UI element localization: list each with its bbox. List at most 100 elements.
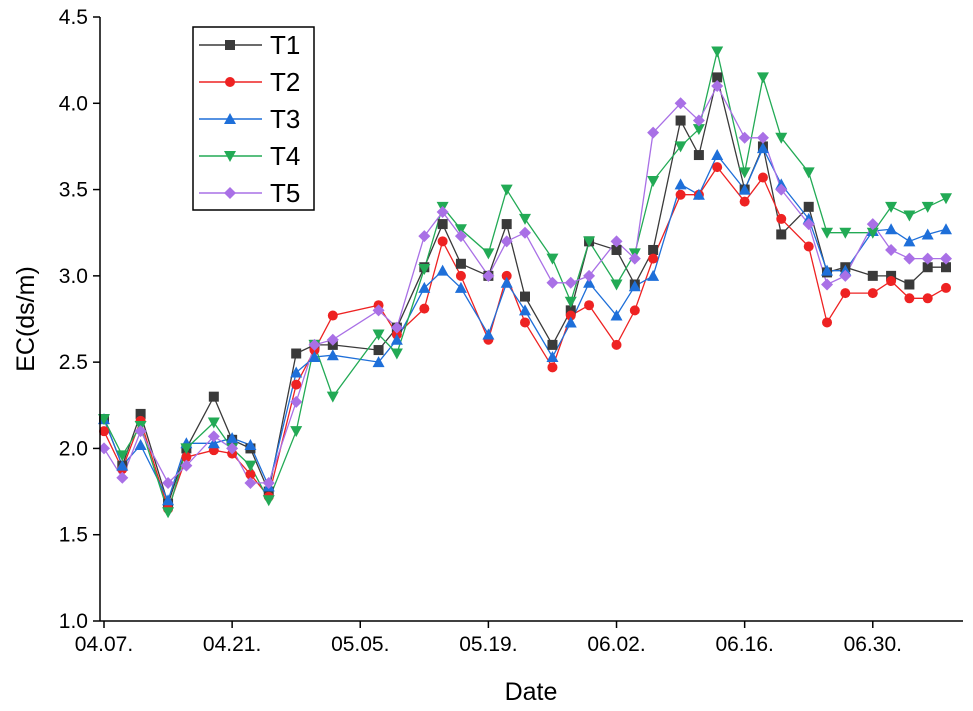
legend-marker-t5 bbox=[224, 187, 236, 199]
data-point-t2 bbox=[181, 452, 192, 463]
data-point-t3 bbox=[756, 142, 769, 154]
data-point-t3 bbox=[921, 228, 934, 240]
data-point-t5 bbox=[628, 252, 641, 265]
data-point-t2 bbox=[941, 282, 951, 293]
data-point-t5 bbox=[821, 278, 834, 291]
data-point-t3 bbox=[226, 432, 239, 444]
data-point-t4 bbox=[326, 391, 339, 403]
data-point-t5 bbox=[308, 338, 321, 351]
data-point-t1 bbox=[291, 348, 302, 359]
data-point-t2 bbox=[327, 310, 338, 321]
y-tick-label: 3.5 bbox=[59, 179, 88, 202]
data-point-t3 bbox=[821, 264, 834, 276]
data-point-t2 bbox=[611, 339, 622, 350]
data-point-t4 bbox=[802, 167, 815, 179]
data-point-t2 bbox=[840, 288, 851, 299]
x-axis-ticks: 04.07. 04.21. 05.05. 05.19. 06.02. 06.16. 06.3… bbox=[75, 621, 902, 656]
data-point-t5 bbox=[711, 80, 724, 93]
series-line-t2 bbox=[103, 165, 947, 511]
data-point-t1 bbox=[208, 391, 219, 402]
data-point-t2 bbox=[584, 300, 595, 311]
data-point-t2 bbox=[712, 162, 723, 173]
data-point-t2 bbox=[629, 305, 640, 316]
data-point-t1 bbox=[867, 270, 878, 281]
data-point-t1 bbox=[886, 270, 897, 281]
data-point-t4 bbox=[418, 263, 431, 275]
data-point-t4 bbox=[207, 417, 220, 429]
data-point-t3 bbox=[244, 438, 257, 450]
data-point-t4 bbox=[647, 175, 660, 187]
data-point-t5 bbox=[647, 126, 660, 139]
legend-marker-t2 bbox=[225, 77, 235, 87]
data-point-t5 bbox=[500, 235, 513, 248]
data-point-t1 bbox=[135, 408, 146, 419]
data-point-t4 bbox=[546, 253, 559, 265]
y-tick-label: 4.0 bbox=[59, 92, 88, 115]
series-lines bbox=[103, 51, 947, 515]
data-point-t4 bbox=[610, 279, 623, 291]
data-point-t3 bbox=[500, 276, 513, 288]
data-point-t4 bbox=[482, 248, 495, 260]
data-point-t5 bbox=[839, 269, 852, 282]
data-point-t4 bbox=[940, 193, 952, 205]
data-point-t5 bbox=[482, 269, 495, 282]
data-point-t2 bbox=[547, 362, 558, 373]
y-tick-label: 4.5 bbox=[59, 6, 88, 29]
x-tick-label: 06.02. bbox=[587, 633, 645, 656]
data-point-t2 bbox=[455, 270, 466, 281]
data-point-t4 bbox=[583, 236, 596, 248]
data-point-t2 bbox=[437, 236, 448, 247]
data-point-t2 bbox=[99, 426, 109, 437]
data-point-t5 bbox=[775, 183, 788, 196]
data-point-t1 bbox=[501, 219, 512, 230]
legend-label-t2: T2 bbox=[270, 67, 300, 97]
data-point-t3 bbox=[116, 459, 129, 471]
data-point-t5 bbox=[885, 243, 898, 256]
data-point-t2 bbox=[757, 172, 768, 183]
data-point-t4 bbox=[180, 443, 193, 455]
x-axis-title: Date bbox=[505, 678, 558, 706]
series-line-t5 bbox=[103, 84, 946, 484]
legend: T1 T2 T3 T4 T5 bbox=[192, 26, 315, 211]
data-point-t4 bbox=[162, 507, 175, 519]
data-point-t5 bbox=[162, 476, 175, 489]
data-point-t5 bbox=[180, 459, 193, 472]
data-point-t5 bbox=[802, 218, 815, 231]
data-point-t3 bbox=[436, 264, 449, 276]
data-point-t1 bbox=[565, 305, 576, 316]
data-point-t4 bbox=[821, 227, 834, 239]
data-point-t3 bbox=[372, 356, 385, 368]
data-point-t2 bbox=[886, 276, 897, 287]
data-point-t5 bbox=[290, 395, 303, 408]
data-point-t4 bbox=[711, 46, 724, 58]
y-axis-title: EC(ds/m) bbox=[12, 266, 40, 372]
data-point-t2 bbox=[520, 317, 530, 328]
data-point-t5 bbox=[326, 333, 339, 346]
data-point-t3 bbox=[692, 188, 705, 200]
data-point-t1 bbox=[611, 244, 622, 255]
data-point-t2 bbox=[922, 293, 933, 304]
data-point-t5 bbox=[418, 230, 431, 243]
x-tick-label: 06.16. bbox=[715, 633, 773, 656]
data-point-t2 bbox=[245, 469, 256, 480]
data-point-t5 bbox=[903, 252, 916, 265]
data-point-t3 bbox=[903, 235, 916, 247]
data-point-t3 bbox=[674, 178, 687, 190]
x-tick-label: 05.19. bbox=[459, 633, 517, 656]
data-point-t4 bbox=[244, 460, 257, 472]
data-point-t5 bbox=[226, 442, 239, 455]
data-point-t1 bbox=[520, 291, 530, 302]
data-point-t1 bbox=[803, 201, 814, 212]
data-point-t1 bbox=[922, 262, 933, 273]
data-point-t4 bbox=[775, 132, 788, 144]
data-point-t5 bbox=[98, 442, 110, 455]
data-point-t3 bbox=[290, 366, 303, 378]
data-point-t5 bbox=[738, 131, 751, 144]
data-point-t1 bbox=[776, 229, 787, 240]
data-point-t5 bbox=[583, 269, 596, 282]
legend-label-t4: T4 bbox=[270, 141, 300, 171]
data-point-t4 bbox=[921, 201, 934, 213]
data-point-t5 bbox=[692, 114, 705, 127]
data-point-t4 bbox=[756, 72, 769, 84]
data-point-t5 bbox=[674, 97, 687, 110]
